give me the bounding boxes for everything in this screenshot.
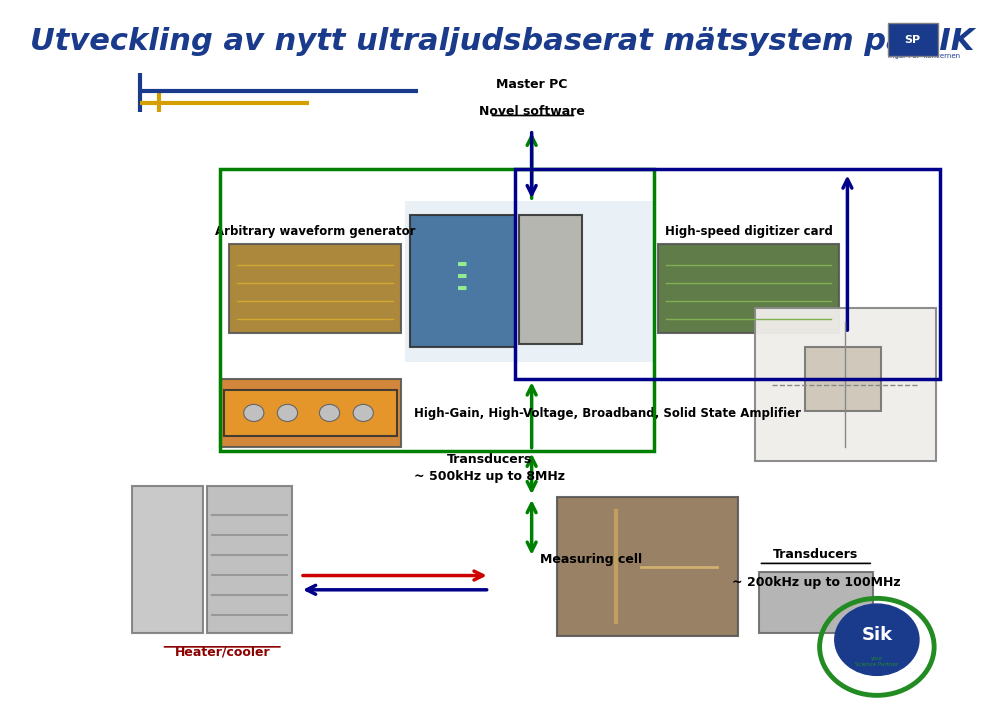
Text: Arbitrary waveform generator: Arbitrary waveform generator [215,225,415,238]
FancyBboxPatch shape [888,24,937,57]
Text: Novel software: Novel software [479,105,585,118]
FancyBboxPatch shape [405,201,654,362]
Text: Transducers: Transducers [773,548,859,561]
Circle shape [277,405,297,422]
FancyBboxPatch shape [759,572,873,633]
Text: Sik: Sik [861,626,892,644]
Circle shape [353,405,373,422]
Text: Measuring cell: Measuring cell [540,553,642,566]
Text: ~ 500kHz up to 8MHz: ~ 500kHz up to 8MHz [414,470,565,483]
Text: High-speed digitizer card: High-speed digitizer card [664,225,833,238]
FancyBboxPatch shape [519,216,583,344]
FancyBboxPatch shape [658,244,839,333]
Text: Utveckling av nytt ultraljudsbaserat mätsystem på SIK: Utveckling av nytt ultraljudsbaserat mät… [30,23,975,56]
Text: Heater/cooler: Heater/cooler [174,645,270,659]
FancyBboxPatch shape [755,308,935,461]
Text: High-Gain, High-Voltage, Broadband, Solid State Amplifier: High-Gain, High-Voltage, Broadband, Soli… [413,407,800,420]
FancyBboxPatch shape [556,497,738,636]
Circle shape [320,405,340,422]
Circle shape [244,405,264,422]
Text: Ingår i SP-koncernen: Ingår i SP-koncernen [888,52,960,59]
FancyBboxPatch shape [220,379,401,448]
Text: your
Science Partner: your Science Partner [856,656,898,667]
Text: Master PC: Master PC [496,77,568,90]
Text: ~ 200kHz up to 100MHz: ~ 200kHz up to 100MHz [732,576,900,589]
FancyBboxPatch shape [208,486,291,633]
FancyBboxPatch shape [225,390,397,437]
FancyBboxPatch shape [229,244,401,333]
FancyBboxPatch shape [409,216,515,347]
Text: SP: SP [904,35,920,45]
Text: ▬
▬
▬: ▬ ▬ ▬ [458,259,468,293]
FancyBboxPatch shape [132,486,204,633]
FancyBboxPatch shape [805,347,881,412]
Circle shape [835,604,919,675]
Text: Transducers: Transducers [447,453,532,466]
